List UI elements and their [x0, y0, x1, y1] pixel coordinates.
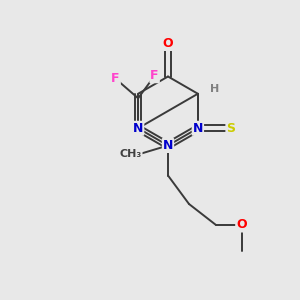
- Text: F: F: [111, 72, 120, 85]
- Text: F: F: [150, 69, 159, 82]
- Text: H: H: [210, 84, 219, 94]
- Text: N: N: [193, 122, 203, 135]
- Text: N: N: [163, 139, 173, 152]
- Text: S: S: [226, 122, 236, 135]
- Text: N: N: [133, 122, 143, 135]
- Text: CH₃: CH₃: [119, 149, 142, 160]
- Text: O: O: [163, 37, 173, 50]
- Text: O: O: [236, 218, 247, 232]
